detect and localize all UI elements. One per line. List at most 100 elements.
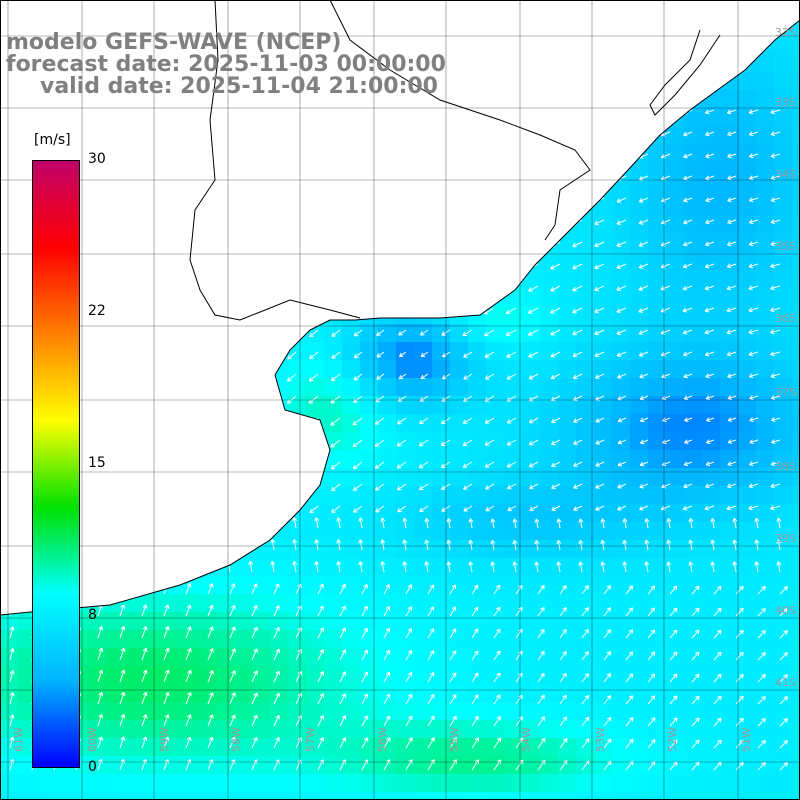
- field-cell: [432, 666, 451, 685]
- field-cell: [576, 306, 595, 325]
- field-cell: [396, 576, 415, 595]
- field-cell: [774, 360, 793, 379]
- field-cell: [252, 774, 271, 793]
- field-cell: [216, 792, 235, 800]
- field-cell: [360, 630, 379, 649]
- field-cell: [792, 342, 800, 361]
- wind-arrow: [97, 758, 103, 771]
- field-cell: [684, 468, 703, 487]
- wind-arrow: [9, 758, 15, 771]
- field-cell: [324, 612, 343, 631]
- field-cell: [666, 216, 685, 235]
- wind-arrow: [779, 696, 788, 705]
- wind-arrow: [427, 672, 435, 683]
- wind-arrow: [336, 561, 342, 573]
- wind-arrow: [705, 461, 715, 467]
- field-cell: [504, 774, 523, 793]
- wind-arrow: [638, 285, 649, 291]
- wind-arrow: [748, 219, 759, 225]
- wind-arrow: [251, 670, 258, 683]
- field-cell: [576, 468, 595, 487]
- field-cell: [576, 324, 595, 343]
- wind-arrow: [446, 518, 452, 529]
- field-cell: [522, 360, 541, 379]
- wind-arrow: [527, 307, 539, 314]
- field-cell: [414, 612, 433, 631]
- field-cell: [306, 630, 325, 649]
- field-cell: [648, 396, 667, 415]
- wind-arrow: [735, 607, 744, 617]
- wind-arrow: [603, 738, 612, 749]
- wind-arrow: [757, 761, 766, 771]
- wind-arrow: [735, 585, 744, 595]
- field-cell: [270, 774, 289, 793]
- field-cell: [486, 486, 505, 505]
- field-cell: [450, 594, 469, 613]
- wind-arrow: [9, 626, 15, 639]
- field-cell: [306, 684, 325, 703]
- field-cell: [792, 792, 800, 800]
- field-cell: [450, 414, 469, 433]
- wind-arrow: [578, 561, 584, 573]
- wind-arrow: [427, 715, 435, 727]
- field-cell: [684, 666, 703, 685]
- field-cell: [468, 540, 487, 559]
- wind-arrow: [748, 109, 759, 115]
- wind-arrow: [493, 628, 501, 639]
- wind-arrow: [691, 585, 700, 595]
- wind-arrow: [713, 761, 722, 771]
- field-cell: [558, 396, 577, 415]
- field-cell: [324, 666, 343, 685]
- wind-arrow: [638, 307, 649, 313]
- field-cell: [0, 792, 19, 800]
- wind-arrow: [405, 693, 413, 705]
- field-cell: [306, 792, 325, 800]
- field-cell: [252, 558, 271, 577]
- field-cell: [522, 306, 541, 325]
- field-cell: [720, 702, 739, 721]
- wind-arrow: [352, 395, 363, 403]
- field-cell: [522, 756, 541, 775]
- field-cell: [360, 594, 379, 613]
- wind-arrow: [770, 505, 781, 511]
- field-cell: [126, 630, 145, 649]
- land-mass: [0, 0, 800, 615]
- field-cell: [414, 432, 433, 451]
- wind-arrow: [376, 373, 385, 380]
- field-cell: [540, 648, 559, 667]
- field-cell: [72, 774, 91, 793]
- field-cell: [450, 342, 469, 361]
- field-cell: [414, 630, 433, 649]
- field-cell: [612, 738, 631, 757]
- field-cell: [792, 306, 800, 325]
- field-cell: [576, 522, 595, 541]
- field-cell: [720, 396, 739, 415]
- wind-arrow: [397, 505, 407, 513]
- wind-arrow: [405, 737, 413, 749]
- field-cell: [522, 414, 541, 433]
- field-cell: [468, 414, 487, 433]
- field-cell: [324, 774, 343, 793]
- field-cell: [666, 270, 685, 289]
- field-cell: [306, 540, 325, 559]
- wind-arrow: [396, 461, 407, 469]
- field-cell: [396, 486, 415, 505]
- field-cell: [684, 774, 703, 793]
- field-cell: [540, 720, 559, 739]
- wind-arrow: [691, 673, 700, 683]
- field-cell: [738, 90, 757, 109]
- wind-arrow: [405, 715, 413, 727]
- field-cell: [342, 378, 361, 397]
- wind-arrow: [493, 606, 501, 617]
- field-cell: [252, 612, 271, 631]
- field-cell: [180, 630, 199, 649]
- field-cell: [684, 522, 703, 541]
- lon-label: 57W: [304, 727, 317, 752]
- field-cell: [576, 396, 595, 415]
- field-cell: [594, 702, 613, 721]
- field-cell: [594, 378, 613, 397]
- field-cell: [738, 288, 757, 307]
- wind-arrow: [770, 285, 781, 291]
